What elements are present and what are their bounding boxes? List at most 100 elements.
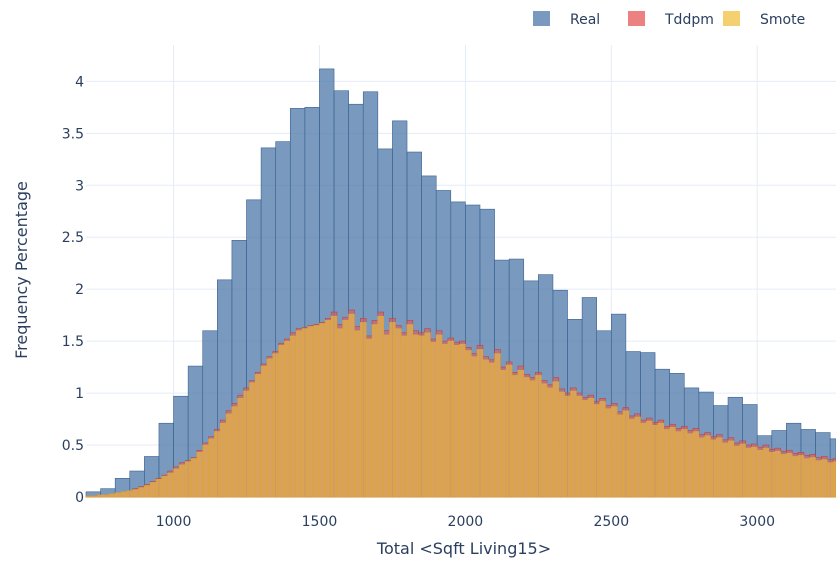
smote-bar	[272, 353, 279, 498]
smote-bar	[307, 326, 314, 498]
smote-bar	[260, 365, 268, 498]
smote-bar	[383, 334, 390, 498]
smote-bar	[727, 440, 735, 498]
y-tick-label: 3.5	[62, 126, 84, 142]
smote-bar	[301, 328, 309, 498]
smote-bar	[231, 406, 239, 498]
smote-bar	[476, 349, 484, 498]
smote-bar	[284, 340, 291, 498]
smote-bar	[593, 404, 600, 498]
smote-bar	[330, 315, 338, 498]
smote-bar	[622, 410, 630, 498]
smote-bar	[161, 475, 169, 498]
smote-bar	[447, 340, 455, 498]
smote-bar	[313, 325, 320, 498]
smote-bar	[686, 433, 694, 498]
smote-bar	[365, 338, 373, 498]
smote-bar	[517, 369, 525, 498]
smote-bar	[610, 406, 618, 498]
smote-bar	[249, 382, 256, 498]
y-tick-label: 3	[75, 178, 84, 194]
x-axis-title: Total <Sqft Living15>	[376, 539, 551, 558]
smote-bar	[459, 343, 466, 498]
smote-bar	[745, 447, 752, 498]
smote-bar	[500, 369, 507, 498]
smote-bar	[266, 358, 274, 498]
smote-bar	[202, 444, 209, 498]
smote-bar	[85, 495, 93, 498]
y-tick-label: 0	[75, 490, 84, 506]
smote-bar	[651, 425, 659, 498]
smote-bar	[196, 452, 204, 498]
y-tick-label: 4	[75, 74, 84, 90]
y-tick-label: 2	[75, 282, 84, 298]
legend-label-real[interactable]: Real	[570, 12, 600, 28]
smote-bar	[395, 328, 402, 498]
smote-bar	[529, 380, 536, 498]
smote-bar	[657, 422, 665, 498]
smote-bar	[91, 495, 98, 498]
smote-bar	[155, 479, 163, 498]
smote-bar	[570, 390, 577, 498]
smote-bar	[564, 395, 571, 498]
smote-bar	[628, 418, 635, 498]
smote-bar	[599, 401, 606, 498]
legend-swatch-tddpm[interactable]	[628, 11, 645, 26]
smote-bar	[786, 453, 793, 498]
y-tick-label: 2.5	[62, 230, 84, 246]
x-tick-label: 2000	[448, 514, 484, 530]
smote-bar	[675, 431, 682, 498]
smote-bar	[336, 328, 344, 498]
series-smote	[85, 313, 836, 498]
smote-bar	[465, 350, 472, 498]
x-tick-label: 1000	[156, 514, 192, 530]
legend-swatch-smote[interactable]	[723, 11, 740, 26]
legend-label-tddpm[interactable]: Tddpm	[664, 12, 714, 28]
smote-bar	[126, 490, 133, 498]
smote-bar	[424, 332, 431, 498]
smote-bar	[120, 491, 128, 498]
smote-bar	[254, 374, 262, 498]
smote-bar	[803, 458, 811, 498]
smote-bar	[225, 413, 233, 498]
smote-bar	[237, 397, 244, 498]
legend-label-smote[interactable]: Smote	[760, 12, 805, 28]
legend[interactable]: Real Tddpm Smote	[533, 11, 805, 28]
smote-bar	[540, 383, 548, 498]
x-tick-label: 2500	[593, 514, 629, 530]
smote-bar	[826, 462, 834, 498]
legend-swatch-real[interactable]	[533, 11, 550, 26]
smote-bar	[681, 429, 688, 498]
y-tick-label: 1	[75, 386, 84, 402]
smote-bar	[418, 335, 425, 498]
smote-bar	[716, 437, 723, 498]
smote-bar	[470, 356, 478, 498]
smote-bar	[97, 494, 104, 498]
smote-bar	[634, 416, 641, 498]
smote-bar	[208, 438, 215, 498]
smote-bar	[575, 395, 583, 498]
smote-bar	[132, 489, 139, 498]
smote-bar	[710, 439, 717, 498]
smote-bar	[441, 343, 449, 498]
smote-bar	[103, 494, 110, 498]
smote-bar	[167, 472, 174, 498]
smote-bar	[354, 330, 361, 498]
smote-bar	[756, 449, 764, 498]
y-tick-label: 0.5	[62, 438, 84, 454]
smote-bar	[342, 320, 349, 498]
smote-bar	[214, 431, 221, 498]
smote-bar	[348, 313, 355, 498]
smote-bar	[616, 414, 624, 498]
smote-bar	[149, 482, 157, 498]
smote-bar	[144, 485, 151, 498]
smote-bar	[809, 457, 816, 498]
smote-bar	[377, 315, 384, 498]
smote-bar	[535, 375, 542, 498]
smote-bar	[430, 341, 437, 498]
smote-bar	[360, 322, 367, 498]
smote-bar	[412, 334, 419, 498]
smote-bar	[587, 397, 595, 498]
smote-bar	[797, 455, 805, 498]
